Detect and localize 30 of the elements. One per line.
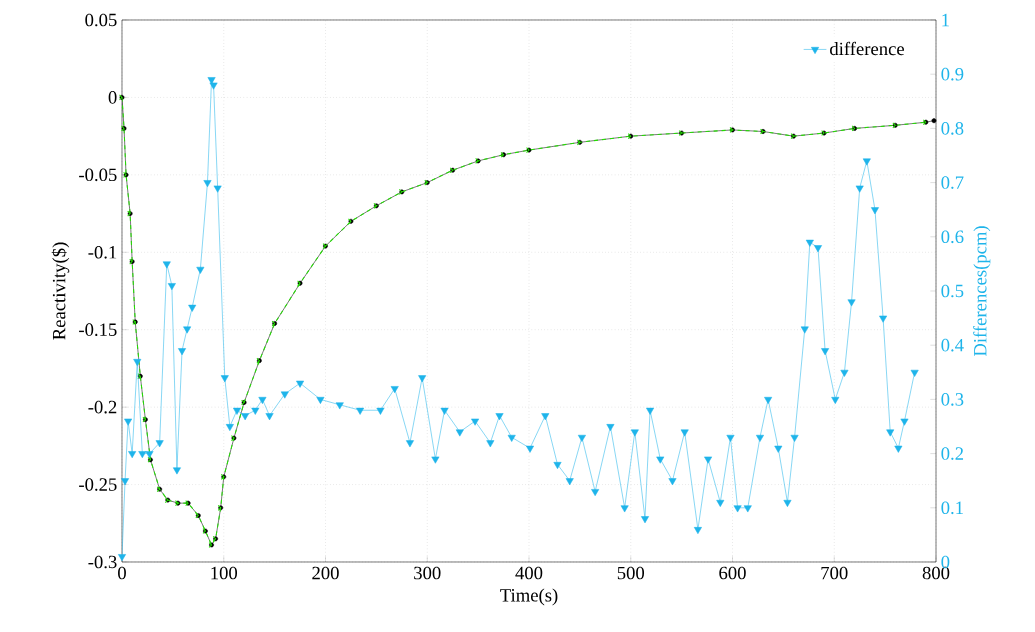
x-tick-label: 200: [312, 566, 339, 580]
y-axis-title: Reactivity($): [51, 242, 70, 340]
y-tick-label: -0.3: [88, 555, 117, 569]
x-tick-label: 700: [821, 566, 848, 580]
y-tick-label: 0.05: [85, 13, 117, 27]
y-tick-label: -0.15: [79, 323, 117, 337]
y2-axis-title: Differences(pcm): [973, 226, 991, 357]
x-tick-label: 0: [118, 566, 126, 580]
legend-label: difference: [830, 41, 905, 56]
y2-tick-label: 0.4: [941, 338, 964, 352]
y2-tick-label: 0.9: [941, 67, 964, 81]
y2-tick-label: 1: [942, 13, 949, 27]
y-tick-label: -0.1: [88, 245, 117, 259]
y-tick-label: -0.25: [79, 478, 117, 491]
x-tick-label: 400: [515, 566, 543, 580]
x-tick-label: 100: [211, 566, 238, 580]
y2-tick-label: 0.2: [941, 447, 964, 460]
x-axis-title: Time(s): [500, 588, 558, 606]
y-tick-label: 0: [108, 91, 117, 104]
y2-tick-label: 0.1: [941, 501, 963, 515]
y2-tick-label: 0.5: [941, 284, 964, 298]
y-tick-label: -0.2: [88, 400, 117, 414]
x-tick-label: 300: [414, 566, 441, 580]
x-tick-label: 600: [719, 566, 746, 580]
x-tick-label: 500: [617, 566, 645, 580]
y2-tick-label: 0.6: [941, 230, 964, 244]
y2-tick-label: 0.7: [941, 176, 964, 189]
y-tick-label: -0.05: [79, 168, 117, 182]
y2-tick-label: 0.3: [941, 393, 964, 406]
y2-tick-label: 0.8: [941, 122, 964, 135]
